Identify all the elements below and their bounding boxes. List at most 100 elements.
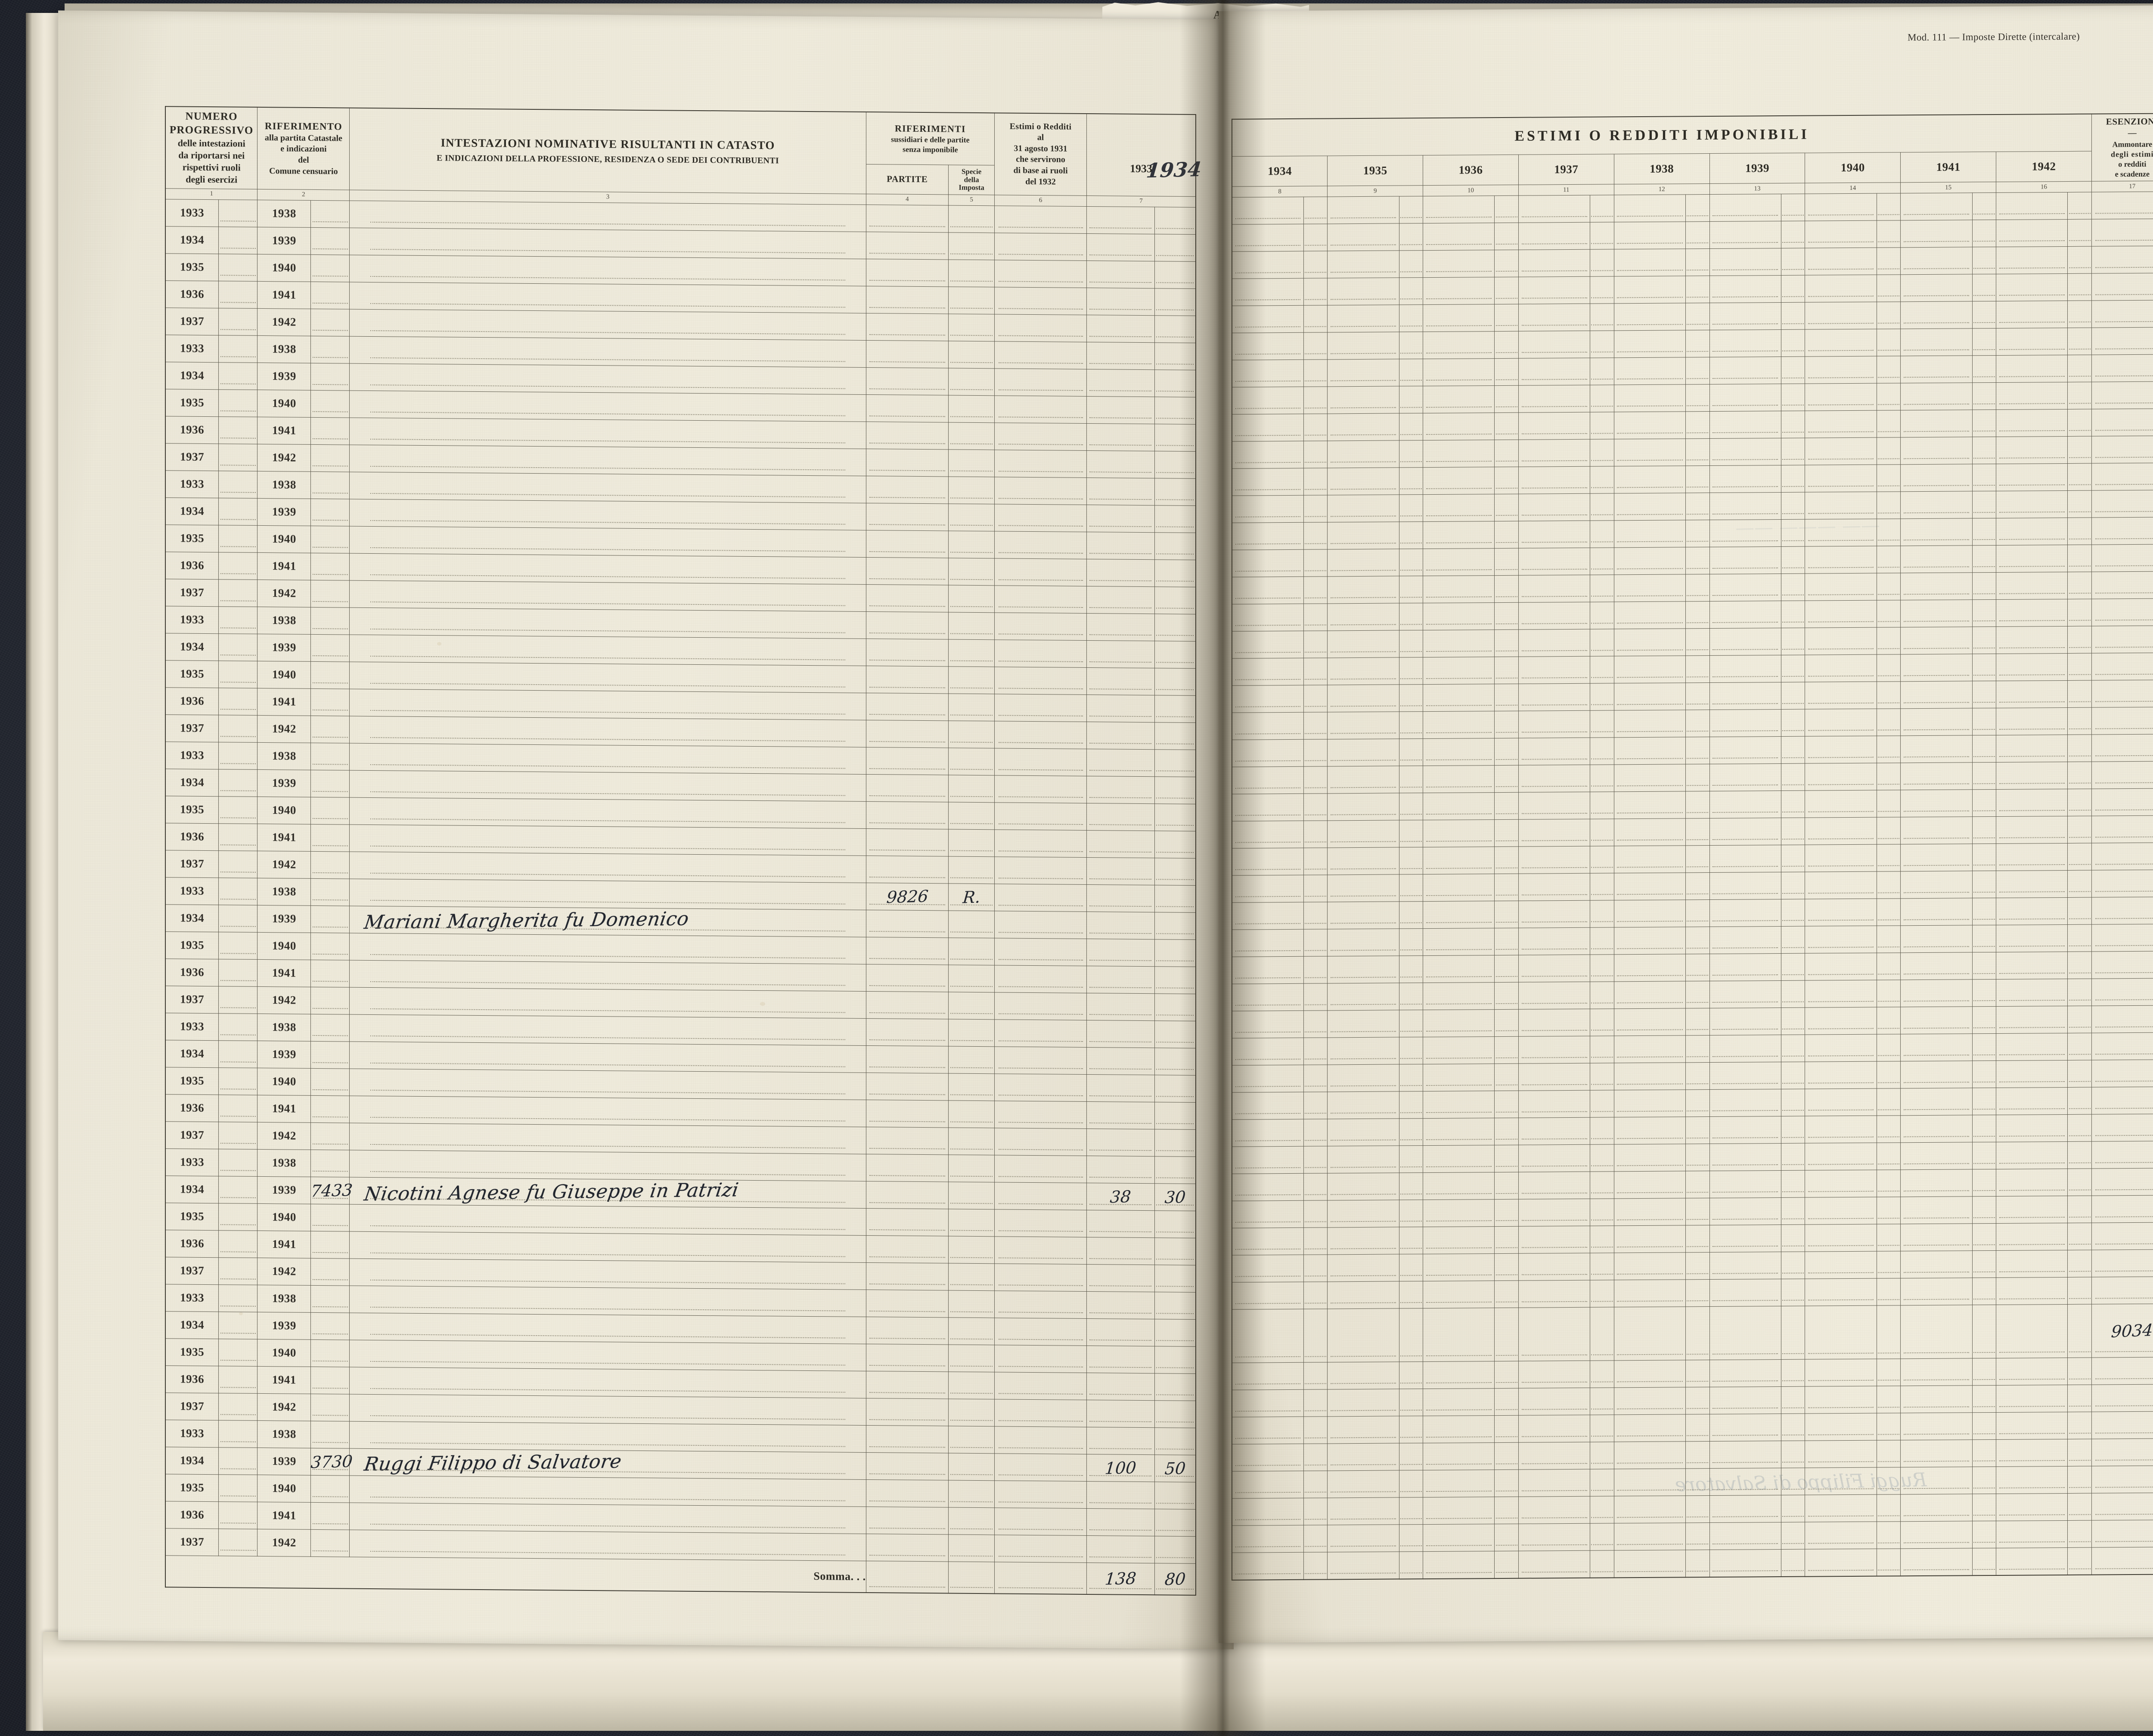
imponibile-centesimi-1942[interactable]: [2067, 897, 2092, 925]
imponibile-centesimi-1942[interactable]: [2067, 436, 2092, 464]
intestazione-cell[interactable]: [349, 824, 866, 856]
imponibile-lire-1940[interactable]: [1805, 790, 1877, 818]
intestazione-cell[interactable]: [349, 1529, 866, 1561]
imponibile-lire-1941[interactable]: [1900, 1277, 1973, 1305]
imponibile-centesimi-1942[interactable]: [2067, 545, 2092, 572]
imponibile-lire-1938[interactable]: [1614, 737, 1686, 765]
imponibile-lire-1941[interactable]: [1900, 437, 1973, 465]
imponibile-centesimi-1938[interactable]: [1685, 710, 1710, 737]
riferimento-catastale-cell[interactable]: [310, 770, 350, 797]
partite-cell[interactable]: [866, 828, 949, 856]
imponibile-centesimi-1939[interactable]: [1781, 1306, 1805, 1360]
imponibile-lire-1938[interactable]: [1614, 438, 1686, 466]
imponibile-centesimi-1942[interactable]: [2067, 409, 2092, 437]
partite-cell[interactable]: [866, 259, 949, 287]
riferimento-catastale-cell[interactable]: [310, 1068, 350, 1096]
imponibile-centesimi-1942[interactable]: [2067, 1385, 2092, 1412]
anno-lire-cell[interactable]: [1086, 1264, 1155, 1292]
numero-progressivo-cell[interactable]: [218, 1149, 257, 1177]
imponibile-lire-1939[interactable]: [1709, 1306, 1781, 1360]
imponibile-centesimi-1934[interactable]: [1303, 630, 1328, 658]
numero-progressivo-cell[interactable]: [218, 552, 257, 580]
imponibile-lire-1941[interactable]: [1900, 518, 1973, 546]
imponibile-lire-1942[interactable]: [1996, 328, 2068, 356]
imponibile-centesimi-1939[interactable]: [1781, 1522, 1805, 1550]
imponibile-lire-1941[interactable]: [1900, 491, 1973, 519]
riferimento-catastale-cell[interactable]: [310, 471, 350, 499]
imponibile-centesimi-1938[interactable]: [1685, 384, 1710, 412]
imponibile-centesimi-1941[interactable]: [1972, 762, 1996, 790]
imponibile-lire-1940[interactable]: [1805, 1170, 1877, 1198]
imponibile-lire-1941[interactable]: [1900, 654, 1973, 682]
imponibile-centesimi-1937[interactable]: [1590, 493, 1614, 521]
imponibile-lire-1942[interactable]: [1996, 1196, 2068, 1224]
imponibile-centesimi-1940[interactable]: [1877, 1224, 1901, 1252]
imponibile-centesimi-1937[interactable]: [1590, 1280, 1614, 1308]
imponibile-centesimi-1938[interactable]: [1685, 1225, 1710, 1252]
riferimento-catastale-cell[interactable]: [310, 1421, 350, 1448]
imponibile-centesimi-1935[interactable]: [1399, 955, 1423, 983]
imponibile-lire-1938[interactable]: [1614, 682, 1686, 710]
imponibile-lire-1942[interactable]: [1996, 735, 2068, 763]
imponibile-centesimi-1940[interactable]: [1877, 654, 1901, 682]
imponibile-lire-1942[interactable]: [1996, 897, 2068, 925]
imponibile-centesimi-1934[interactable]: [1303, 1497, 1328, 1525]
imponibile-lire-1940[interactable]: [1805, 1224, 1877, 1252]
imponibile-lire-1935[interactable]: [1327, 820, 1399, 848]
imponibile-centesimi-1941[interactable]: [1972, 464, 1996, 491]
numero-progressivo-cell[interactable]: [218, 1447, 257, 1475]
imponibile-lire-1935[interactable]: [1327, 901, 1399, 929]
imponibile-lire-1935[interactable]: [1327, 1037, 1399, 1065]
imponibile-lire-1942[interactable]: [1996, 382, 2068, 410]
imponibile-centesimi-1936[interactable]: [1494, 467, 1519, 494]
imponibile-centesimi-1937[interactable]: [1590, 1117, 1614, 1145]
anno-centesimi-cell[interactable]: [1154, 1020, 1196, 1048]
imponibile-lire-1942[interactable]: [1996, 301, 2068, 329]
imponibile-lire-1934[interactable]: [1232, 1471, 1304, 1499]
specie-imposta-cell[interactable]: [948, 503, 995, 531]
intestazione-cell[interactable]: [349, 1502, 866, 1534]
imponibile-centesimi-1937[interactable]: [1590, 1496, 1614, 1524]
imponibile-centesimi-1934[interactable]: [1303, 1389, 1328, 1417]
imponibile-centesimi-1942[interactable]: [2067, 924, 2092, 952]
imponibile-lire-1937[interactable]: [1518, 873, 1590, 901]
anno-lire-cell[interactable]: [1086, 884, 1155, 912]
estimi-1931-cell[interactable]: [994, 368, 1087, 397]
imponibile-lire-1941[interactable]: [1900, 626, 1973, 654]
intestazione-cell[interactable]: [349, 417, 866, 449]
imponibile-lire-1935[interactable]: [1327, 1172, 1399, 1200]
imponibile-centesimi-1940[interactable]: [1877, 1115, 1901, 1143]
imponibile-centesimi-1938[interactable]: [1685, 1089, 1710, 1117]
imponibile-centesimi-1938[interactable]: [1685, 330, 1710, 357]
riferimento-catastale-cell[interactable]: [310, 227, 350, 255]
imponibile-lire-1940[interactable]: [1805, 980, 1877, 1008]
imponibile-centesimi-1935[interactable]: [1399, 1200, 1423, 1227]
imponibile-centesimi-1940[interactable]: [1877, 871, 1901, 899]
estimi-1931-cell[interactable]: [994, 450, 1087, 478]
imponibile-centesimi-1938[interactable]: [1685, 1116, 1710, 1144]
imponibile-lire-1935[interactable]: [1327, 738, 1399, 766]
estimi-1931-cell[interactable]: [994, 341, 1087, 369]
anno-centesimi-cell[interactable]: [1154, 614, 1196, 642]
specie-imposta-cell[interactable]: [948, 1453, 995, 1481]
imponibile-lire-1939[interactable]: [1709, 356, 1781, 384]
imponibile-lire-1938[interactable]: [1614, 899, 1686, 927]
imponibile-lire-1939[interactable]: [1709, 302, 1781, 330]
numero-progressivo-cell[interactable]: [218, 1339, 257, 1367]
imponibile-centesimi-1936[interactable]: [1494, 901, 1519, 928]
imponibile-centesimi-1942[interactable]: [2067, 1439, 2092, 1466]
imponibile-lire-1942[interactable]: [1996, 1087, 2068, 1115]
riferimento-catastale-cell[interactable]: [310, 1367, 350, 1394]
intestazione-cell[interactable]: [349, 363, 866, 395]
estimi-1931-cell[interactable]: [994, 558, 1087, 586]
imponibile-lire-1939[interactable]: [1709, 682, 1781, 710]
partite-cell[interactable]: [866, 422, 949, 450]
riferimento-catastale-cell[interactable]: [310, 309, 350, 336]
anno-centesimi-cell[interactable]: [1154, 1400, 1196, 1428]
imponibile-lire-1938[interactable]: [1614, 1495, 1686, 1523]
imponibile-centesimi-1941[interactable]: [1972, 437, 1996, 464]
imponibile-centesimi-1936[interactable]: [1494, 521, 1519, 549]
esenzioni-cell[interactable]: [2091, 1005, 2153, 1033]
riferimento-catastale-cell[interactable]: [310, 878, 350, 906]
specie-imposta-cell[interactable]: [948, 530, 995, 558]
